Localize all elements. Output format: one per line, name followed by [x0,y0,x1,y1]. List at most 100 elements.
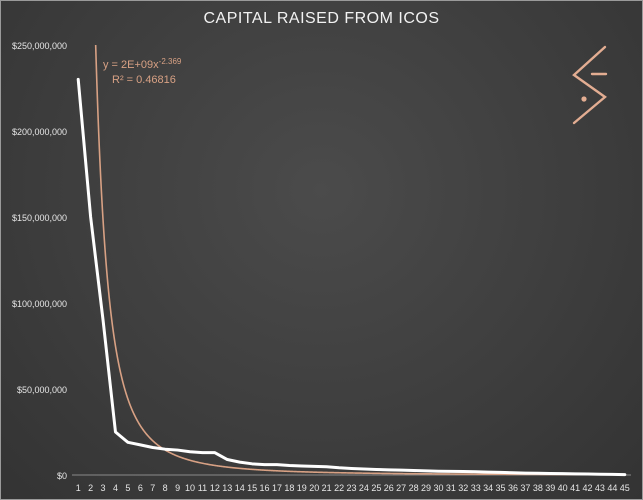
x-tick-label: 19 [297,483,307,493]
data-point [151,446,154,449]
data-point [189,450,191,453]
data-point [400,469,402,471]
x-tick-label: 44 [607,483,617,493]
x-tick-label: 41 [570,483,580,493]
data-point [201,451,204,454]
data-point [549,472,552,475]
x-tick-label: 42 [583,483,593,493]
x-tick-label: 6 [138,483,143,493]
data-point [462,470,465,473]
data-point [288,464,291,467]
x-tick-label: 15 [247,483,257,493]
x-tick-label: 25 [371,483,381,493]
labels-layer: $0 $50,000,000 $100,000,000 $150,000,000 $20… [12,41,630,493]
data-point [437,470,440,473]
x-tick-label: 40 [558,483,568,493]
data-point [251,463,253,465]
x-tick-label: 31 [446,483,456,493]
x-tick-label: 27 [396,483,406,493]
x-tick-label: 23 [346,483,356,493]
data-point [375,468,378,471]
x-tick-label: 35 [496,483,506,493]
data-point [524,472,527,474]
x-tick-label: 17 [272,483,282,493]
data-point [512,471,514,474]
trendline-equation-exponent: -2.369 [159,57,182,66]
trendline-equation: y = 2E+09x-2.369 R² = 0.46816 [103,57,182,86]
data-point [139,444,142,446]
data-point [387,469,390,471]
data-point [586,473,589,475]
x-tick-label: 10 [185,483,195,493]
data-point [450,470,452,473]
y-tick-label: $200,000,000 [12,127,67,137]
x-tick-label: 36 [508,483,518,493]
data-point [176,449,179,451]
x-tick-label: 16 [260,483,270,493]
trendline-equation-text: y = 2E+09x [103,59,159,71]
data-point [102,319,104,322]
x-tick-label: 4 [113,483,118,493]
data-point [425,470,427,472]
x-tick-label: 22 [334,483,344,493]
x-tick-label: 7 [150,483,155,493]
svg-text:y = 2E+09x-2.369: y = 2E+09x-2.369 [103,57,182,71]
x-tick-label: 13 [222,483,232,493]
y-tick-label: $100,000,000 [12,299,67,309]
x-tick-label: 45 [620,483,630,493]
data-point [599,473,601,476]
x-tick-label: 33 [471,483,481,493]
x-tick-label: 2 [88,483,93,493]
angle-dash-dot-logo [572,45,608,125]
x-tick-label: 29 [421,483,431,493]
data-point [164,448,166,451]
data-point [338,466,340,469]
x-tick-label: 5 [125,483,130,493]
data-point [325,465,328,468]
x-tick-label: 28 [409,483,419,493]
data-point [350,467,353,470]
data-point [214,451,216,454]
x-tick-label: 8 [163,483,168,493]
y-tick-label: $150,000,000 [12,213,67,223]
x-tick-label: 18 [284,483,294,493]
data-point [574,473,576,475]
x-tick-label: 32 [458,483,468,493]
trendline-r-squared: R² = 0.46816 [112,74,176,86]
x-tick-label: 1 [76,483,81,493]
y-tick-label: $50,000,000 [17,385,67,395]
series-line [76,77,627,477]
x-tick-label: 3 [101,483,106,493]
series-layer [76,77,627,477]
data-point [114,431,117,433]
x-tick-label: 12 [210,483,220,493]
x-tick-label: 24 [359,483,369,493]
data-point [474,470,477,473]
x-tick-label: 26 [384,483,394,493]
x-tick-label: 39 [545,483,555,493]
chart-title: CAPITAL RAISED FROM ICOS [203,10,440,27]
data-point [412,469,415,472]
data-point [226,458,229,461]
data-point [313,465,316,468]
x-tick-label: 20 [309,483,319,493]
y-tick-label: $250,000,000 [12,41,67,51]
x-tick-label: 38 [533,483,543,493]
data-point [127,441,129,444]
x-tick-label: 43 [595,483,605,493]
data-point [276,463,278,466]
x-tick-label: 21 [322,483,332,493]
x-tick-label: 30 [433,483,443,493]
data-point [89,216,92,218]
data-point [77,78,80,81]
x-tick-label: 14 [235,483,245,493]
data-point [238,461,241,463]
y-tick-label: $0 [57,471,67,481]
data-point [611,473,614,476]
data-point [263,463,266,466]
data-point [301,465,303,467]
data-point [363,468,365,470]
x-tick-label: 11 [198,483,207,493]
x-tick-label: 34 [483,483,493,493]
